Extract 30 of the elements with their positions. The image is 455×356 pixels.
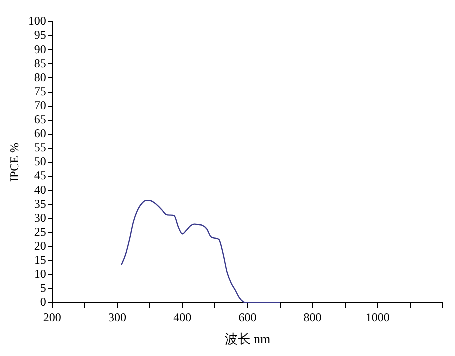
y-tick-label: 35 [34, 196, 46, 211]
x-axis-title: 波长 nm [224, 332, 271, 347]
y-tick-label: 80 [34, 70, 46, 84]
line-series [120, 200, 281, 303]
y-tick-label: 30 [34, 210, 46, 225]
y-tick-label: 85 [34, 56, 46, 70]
y-axis-title: IPCE % [7, 142, 22, 182]
x-tick-label: 400 [174, 310, 192, 324]
y-tick-label: 70 [34, 98, 46, 112]
y-tick-label: 25 [34, 224, 46, 239]
x-tick-label: 200 [43, 310, 62, 324]
y-tick-label: 95 [34, 28, 46, 42]
y-tick-label: 55 [34, 140, 46, 155]
y-tick-label: 100 [28, 14, 46, 28]
y-tick-label: 60 [34, 126, 46, 141]
y-tick-label: 5 [40, 281, 46, 296]
y-tick-label: 40 [34, 182, 46, 197]
y-tick-label: 0 [40, 295, 46, 310]
y-tick-label: 15 [34, 253, 46, 268]
y-tick-label: 90 [34, 42, 46, 56]
x-tick-label: 800 [304, 310, 322, 324]
x-tick-label: 600 [238, 310, 257, 324]
y-tick-label: 50 [34, 154, 46, 169]
y-tick-label: 65 [34, 112, 46, 127]
x-tick-label: 1000 [366, 310, 390, 324]
x-tick-label: 300 [108, 310, 126, 324]
y-tick-label: 20 [34, 238, 46, 253]
y-tick-label: 75 [34, 84, 46, 98]
y-tick-label: 10 [34, 267, 46, 282]
y-tick-label: 45 [34, 168, 46, 183]
